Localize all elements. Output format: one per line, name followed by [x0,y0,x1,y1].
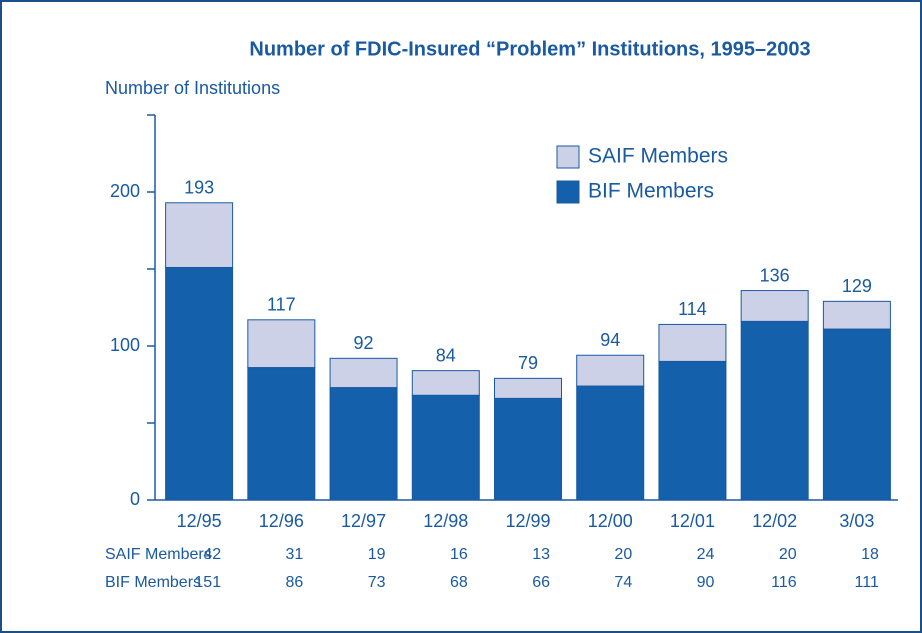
table-value: 116 [771,574,797,591]
chart-title: Number of FDIC-Insured “Problem” Institu… [249,38,810,60]
y-tick-label: 0 [130,489,140,509]
y-axis-label: Number of Institutions [105,78,280,98]
table-value: 16 [450,546,468,563]
total-label: 129 [842,276,872,296]
bar-segment [411,394,480,501]
table-value: 20 [779,546,797,563]
legend-label: BIF Members [588,180,714,203]
x-tick-label: 12/00 [588,511,633,531]
table-value: 42 [203,546,221,563]
table-value: 20 [614,546,632,563]
table-value: 31 [286,546,304,563]
x-tick-label: 12/01 [670,511,715,531]
bar-segment [822,300,891,330]
table-value: 66 [532,574,550,591]
bar-segment [329,357,398,389]
bar-segment [411,370,480,396]
table-value: 13 [532,546,550,563]
bar-segment [822,328,891,501]
x-tick-label: 12/95 [177,511,222,531]
total-label: 79 [518,353,538,373]
legend-swatch [556,180,580,204]
bar-segment [494,377,562,399]
x-tick-label: 12/02 [752,511,797,531]
table-value: 24 [697,546,715,563]
y-tick-label: 100 [110,335,140,355]
table-value: 74 [614,574,632,591]
table-row-label: SAIF Members [105,546,212,563]
total-label: 136 [760,265,790,285]
table-value: 151 [194,574,221,591]
total-label: 117 [267,295,296,315]
legend-swatch [556,145,580,169]
bar-segment [494,397,562,501]
bar-segment [576,385,645,501]
table-value: 90 [697,574,715,591]
total-label: 84 [436,345,456,365]
bar-segment [740,320,809,501]
legend-label: SAIF Members [588,145,728,168]
total-label: 193 [184,178,214,198]
bar-segment [247,319,316,369]
bar-segment [247,367,316,501]
table-value: 111 [855,574,879,591]
total-label: 94 [600,330,620,350]
table-value: 86 [286,574,304,591]
table-value: 73 [368,574,386,591]
total-label: 114 [678,299,707,319]
bar-segment [165,266,234,501]
table-row-label: BIF Members [105,574,201,591]
bar-segment [740,290,809,322]
bar-segment [165,202,234,268]
x-tick-label: 12/97 [341,511,386,531]
bar-segment [658,360,727,501]
bar-segment [658,323,727,362]
bar-segment [329,387,398,501]
x-tick-label: 3/03 [839,511,874,531]
bar-segment [576,354,645,387]
x-tick-label: 12/99 [505,511,550,531]
table-value: 68 [450,574,468,591]
table-value: 19 [368,546,386,563]
x-tick-label: 12/96 [259,511,304,531]
table-value: 18 [861,546,879,563]
y-tick-label: 200 [110,181,140,201]
total-label: 92 [354,333,374,353]
x-tick-label: 12/98 [423,511,468,531]
